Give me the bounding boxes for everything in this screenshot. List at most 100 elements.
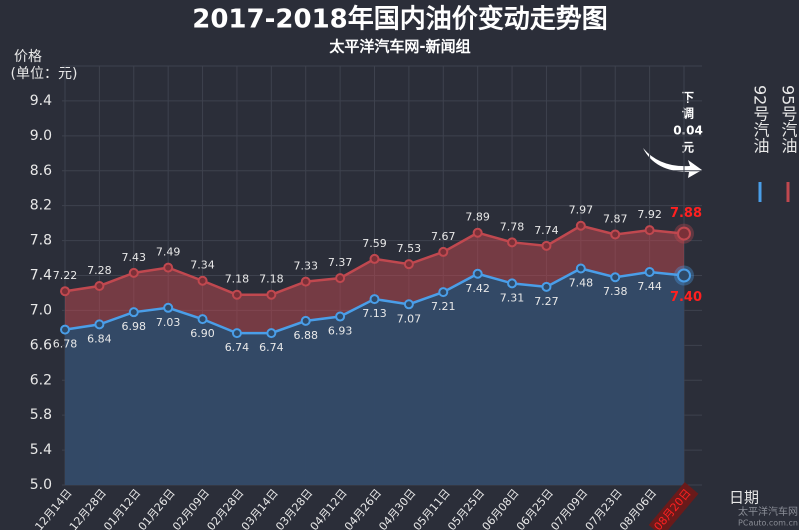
data-point <box>677 268 691 283</box>
data-label: 6.74 <box>225 341 250 354</box>
data-point <box>266 328 277 339</box>
x-tick-highlight <box>648 482 699 530</box>
data-point <box>644 267 655 278</box>
data-label: 7.78 <box>500 220 525 233</box>
area-fill <box>65 268 684 485</box>
data-label: 7.33 <box>293 260 318 273</box>
data-point <box>403 259 414 270</box>
data-label: 6.78 <box>53 338 78 351</box>
data-point <box>369 294 380 305</box>
legend-label: 95号汽油 <box>779 85 798 153</box>
data-label: 6.88 <box>293 329 318 342</box>
data-point <box>610 272 621 283</box>
y-tick-label: 6.6 <box>30 337 52 353</box>
data-point <box>335 311 346 322</box>
data-point <box>541 240 552 251</box>
data-label: 6.74 <box>259 341 284 354</box>
data-point <box>472 268 483 279</box>
y-tick-label: 6.2 <box>30 372 52 388</box>
data-label: 7.74 <box>534 224 559 237</box>
data-label: 7.42 <box>465 282 490 295</box>
data-point <box>335 273 346 284</box>
data-label: 7.43 <box>122 251 147 264</box>
legend-label: 92号汽油 <box>751 85 770 153</box>
data-point <box>644 225 655 236</box>
y-axis-label: 价格 <box>14 49 42 65</box>
data-label: 7.44 <box>637 280 662 293</box>
data-label: 7.89 <box>465 211 490 224</box>
y-tick-label: 8.6 <box>30 163 52 179</box>
data-label: 6.93 <box>328 325 353 338</box>
data-point <box>197 314 208 325</box>
data-label: 7.48 <box>569 277 594 290</box>
y-tick-label: 5.0 <box>30 477 52 493</box>
data-label: 7.49 <box>156 246 181 259</box>
data-label: 7.53 <box>397 242 422 255</box>
y-tick-label: 9.4 <box>30 93 52 109</box>
data-label: 7.97 <box>569 204 594 217</box>
data-label: 7.92 <box>637 208 662 221</box>
y-tick-label: 7.8 <box>30 233 52 249</box>
annotation: 元 <box>682 141 694 155</box>
data-point <box>197 275 208 286</box>
y-tick-label: 7.0 <box>30 302 52 318</box>
data-label: 7.31 <box>500 291 525 304</box>
data-label: 7.21 <box>431 300 456 313</box>
data-label: 7.38 <box>603 285 628 298</box>
data-point <box>231 328 242 339</box>
annotation: 0.04 <box>673 124 703 138</box>
chart-subtitle: 太平洋汽车网-新闻组 <box>329 38 470 56</box>
data-label: 7.13 <box>362 307 387 320</box>
data-point <box>60 324 70 335</box>
data-point <box>610 229 621 240</box>
data-label: 7.37 <box>328 256 353 269</box>
data-point <box>163 302 174 313</box>
data-label: 7.88 <box>670 206 702 221</box>
data-label: 7.59 <box>362 237 387 250</box>
data-label: 7.03 <box>156 316 181 329</box>
data-point <box>541 281 552 292</box>
data-point <box>163 262 174 273</box>
data-point <box>94 319 105 330</box>
chart-title: 2017-2018年国内油价变动走势图 <box>192 4 608 35</box>
data-point <box>94 280 105 291</box>
data-point <box>403 299 414 310</box>
data-point <box>128 307 139 318</box>
y-tick-label: 5.4 <box>30 442 52 458</box>
data-label: 7.07 <box>397 312 422 325</box>
data-label: 7.18 <box>225 273 250 286</box>
data-point <box>438 287 449 298</box>
data-point <box>472 227 483 238</box>
y-tick-label: 9.0 <box>30 128 52 144</box>
data-point <box>507 237 518 248</box>
data-label: 6.84 <box>87 332 112 345</box>
data-label: 7.67 <box>431 230 456 243</box>
data-label: 7.27 <box>534 295 559 308</box>
data-point <box>60 286 70 297</box>
data-point <box>266 289 277 300</box>
data-label: 7.40 <box>670 290 702 305</box>
data-point <box>438 246 449 257</box>
data-label: 7.18 <box>259 273 284 286</box>
data-point <box>575 220 586 231</box>
data-point <box>300 315 311 326</box>
data-point <box>507 278 518 289</box>
data-point <box>231 289 242 300</box>
y-axis-label: (单位：元) <box>11 66 78 82</box>
data-point <box>575 263 586 274</box>
y-tick-label: 5.8 <box>30 407 52 423</box>
data-label: 7.28 <box>87 264 112 277</box>
data-label: 6.90 <box>190 327 215 340</box>
data-label: 7.34 <box>190 259 215 272</box>
y-tick-label: 7.4 <box>30 268 52 284</box>
watermark: PCauto.com.cn <box>738 519 798 528</box>
data-label: 6.98 <box>122 320 147 333</box>
data-label: 7.87 <box>603 212 628 225</box>
watermark: 太平洋汽车网 <box>738 505 798 518</box>
data-label: 7.22 <box>53 269 78 282</box>
x-axis-label: 日期 <box>729 489 759 507</box>
y-tick-label: 8.2 <box>30 198 52 214</box>
data-point <box>677 226 691 241</box>
data-point <box>300 276 311 287</box>
